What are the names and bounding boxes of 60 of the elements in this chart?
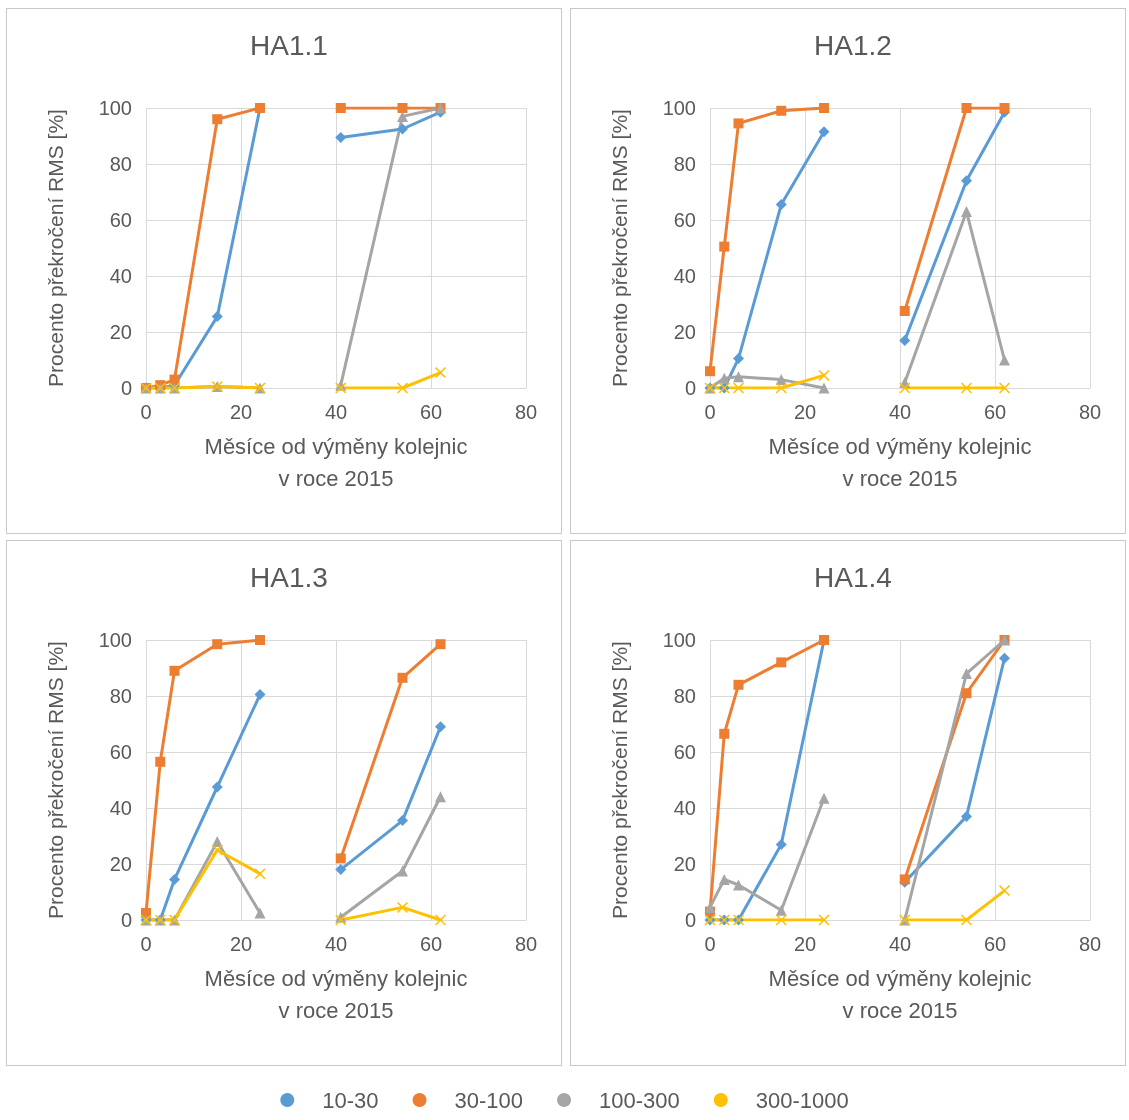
x-tick-label: 60 [419, 401, 443, 423]
x-tick-label: 60 [983, 401, 1007, 423]
chart-title: HA1.3 [250, 561, 328, 593]
legend-label: 10-30 [322, 1087, 379, 1113]
chart-title: HA1.2 [814, 29, 892, 61]
y-tick-label: 0 [120, 377, 132, 399]
x-tick-label: 40 [888, 933, 912, 955]
y-tick-label: 20 [673, 853, 696, 875]
x-axis-title: Měsíce od výměny kolejnic v roce 2015 [768, 433, 1032, 491]
x-tick-label: 20 [229, 933, 253, 955]
x-tick-label: 40 [324, 933, 348, 955]
y-tick-label: 60 [109, 741, 132, 763]
y-tick-label: 0 [684, 909, 696, 931]
y-axis-title: Procento překročení RMS [%] [608, 641, 631, 919]
y-axis-title: Procento překročení RMS [%] [44, 109, 67, 387]
y-tick-label: 60 [673, 741, 696, 763]
y-tick-label: 20 [109, 853, 132, 875]
y-tick-label: 60 [673, 209, 696, 231]
x-tick-label: 80 [1078, 933, 1102, 955]
y-axis-title: Procento překročení RMS [%] [44, 641, 67, 919]
legend-label: 30-100 [454, 1087, 524, 1113]
x-tick-label: 20 [229, 401, 253, 423]
y-tick-label: 100 [662, 629, 696, 651]
x-tick-label: 60 [419, 933, 443, 955]
y-tick-label: 20 [109, 321, 132, 343]
x-tick-label: 40 [888, 401, 912, 423]
y-tick-label: 40 [673, 265, 696, 287]
y-tick-label: 20 [673, 321, 696, 343]
x-tick-label: 0 [704, 401, 716, 423]
x-tick-label: 20 [793, 401, 817, 423]
y-tick-label: 100 [98, 97, 132, 119]
legend-label: 300-1000 [755, 1087, 849, 1113]
y-tick-label: 40 [109, 797, 132, 819]
y-tick-label: 40 [673, 797, 696, 819]
x-tick-label: 80 [514, 933, 538, 955]
chart-title: HA1.4 [814, 561, 892, 593]
x-tick-label: 0 [140, 933, 152, 955]
x-tick-label: 0 [140, 401, 152, 423]
x-axis-title: Měsíce od výměny kolejnic v roce 2015 [768, 965, 1032, 1023]
y-tick-label: 40 [109, 265, 132, 287]
x-tick-label: 80 [514, 401, 538, 423]
legend-label: 100-300 [599, 1087, 680, 1113]
x-tick-label: 80 [1078, 401, 1102, 423]
y-tick-label: 80 [109, 153, 132, 175]
x-axis-title: Měsíce od výměny kolejnic v roce 2015 [204, 965, 468, 1023]
y-tick-label: 80 [109, 685, 132, 707]
chart-title: HA1.1 [250, 29, 328, 61]
x-tick-label: 60 [983, 933, 1007, 955]
y-tick-label: 0 [120, 909, 132, 931]
y-tick-label: 100 [662, 97, 696, 119]
x-tick-label: 0 [704, 933, 716, 955]
y-tick-label: 80 [673, 685, 696, 707]
y-tick-label: 0 [684, 377, 696, 399]
y-tick-label: 60 [109, 209, 132, 231]
y-tick-label: 100 [98, 629, 132, 651]
y-axis-title: Procento překročení RMS [%] [608, 109, 631, 387]
y-tick-label: 80 [673, 153, 696, 175]
x-tick-label: 40 [324, 401, 348, 423]
x-tick-label: 20 [793, 933, 817, 955]
x-axis-title: Měsíce od výměny kolejnic v roce 2015 [204, 433, 468, 491]
